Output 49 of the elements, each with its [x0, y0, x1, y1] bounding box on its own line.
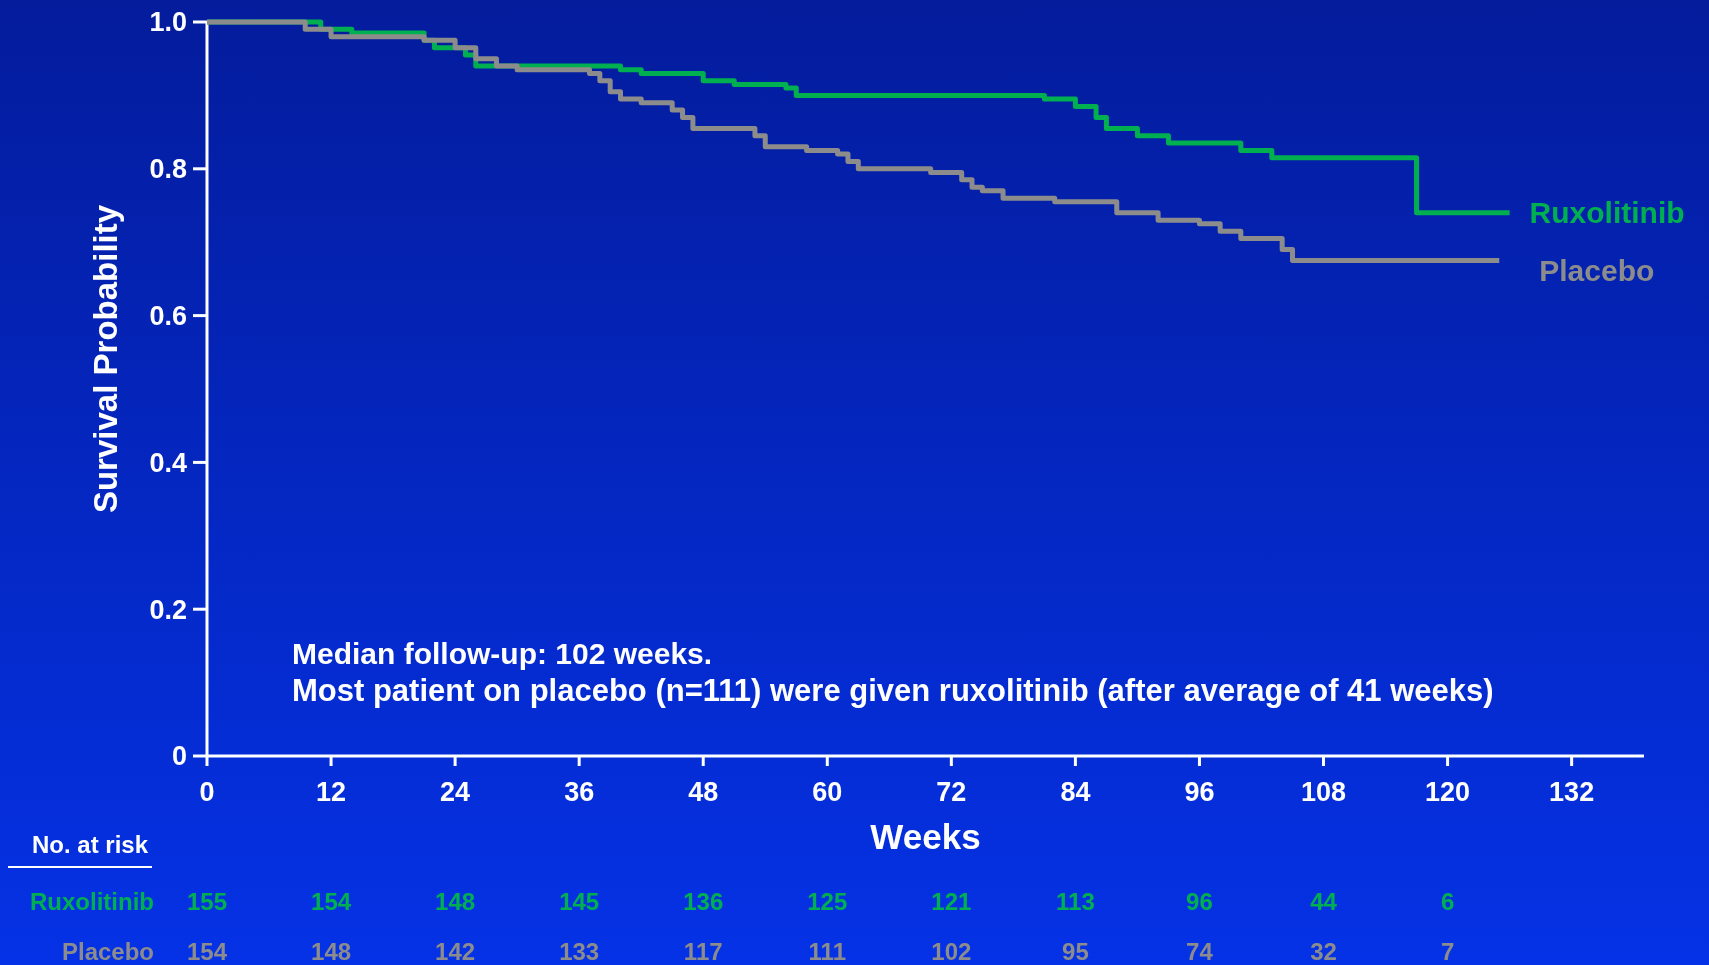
x-tick-label: 12	[316, 777, 347, 807]
y-tick-label: 0.2	[149, 594, 187, 625]
text: 95	[1062, 938, 1089, 965]
x-tick-label: 84	[1060, 777, 1091, 807]
series-label: Ruxolitinib	[1529, 196, 1685, 230]
x-tick-label: 36	[564, 777, 595, 807]
text: Placebo	[61, 938, 154, 965]
x-tick-label: 120	[1425, 777, 1471, 807]
x-tick-label: 132	[1549, 777, 1595, 807]
x-tick-label: 96	[1184, 777, 1215, 807]
y-tick-label: 0.6	[149, 301, 187, 332]
text: 155	[186, 888, 228, 915]
text: 6	[1440, 888, 1455, 915]
text: 102	[931, 938, 972, 965]
y-tick-label: 0.4	[149, 447, 187, 478]
text: 7	[1440, 938, 1455, 965]
text: 125	[807, 888, 848, 915]
series-label: Placebo	[1539, 254, 1655, 288]
x-tick-label: 0	[199, 777, 215, 807]
annotation: Median follow-up: 102 weeks.	[292, 637, 713, 670]
text: 111	[808, 938, 846, 965]
text: 32	[1310, 938, 1337, 965]
text: No. at risk	[31, 831, 149, 858]
text: 148	[311, 938, 352, 965]
text: 154	[311, 888, 352, 915]
text: 117	[683, 938, 723, 965]
text: 133	[559, 938, 600, 965]
text: 121	[931, 888, 972, 915]
x-tick-label: 108	[1300, 777, 1347, 807]
x-tick-label: 24	[440, 777, 471, 807]
annotation: Most patient on placebo (n=111) were given ruxolitinib (after average of 41 weeks)	[292, 673, 1494, 708]
text: 113	[1056, 888, 1095, 915]
text: 96	[1186, 888, 1213, 915]
x-tick-label: 48	[688, 777, 719, 807]
text: 145	[559, 888, 600, 915]
y-axis-title: Survival Probability	[87, 204, 124, 514]
text: 74	[1186, 938, 1214, 965]
text: 148	[435, 888, 476, 915]
x-axis-title: Weeks	[870, 817, 981, 856]
text: 142	[435, 938, 476, 965]
text: 154	[186, 938, 228, 965]
text: 44	[1310, 888, 1338, 915]
y-tick-label: 1.0	[149, 7, 187, 38]
x-tick-label: 72	[936, 777, 967, 807]
y-tick-label: 0	[171, 741, 187, 772]
x-tick-label: 60	[812, 777, 843, 807]
text: 136	[683, 888, 724, 915]
y-tick-label: 0.8	[149, 154, 187, 185]
text: Ruxolitinib	[30, 888, 154, 915]
